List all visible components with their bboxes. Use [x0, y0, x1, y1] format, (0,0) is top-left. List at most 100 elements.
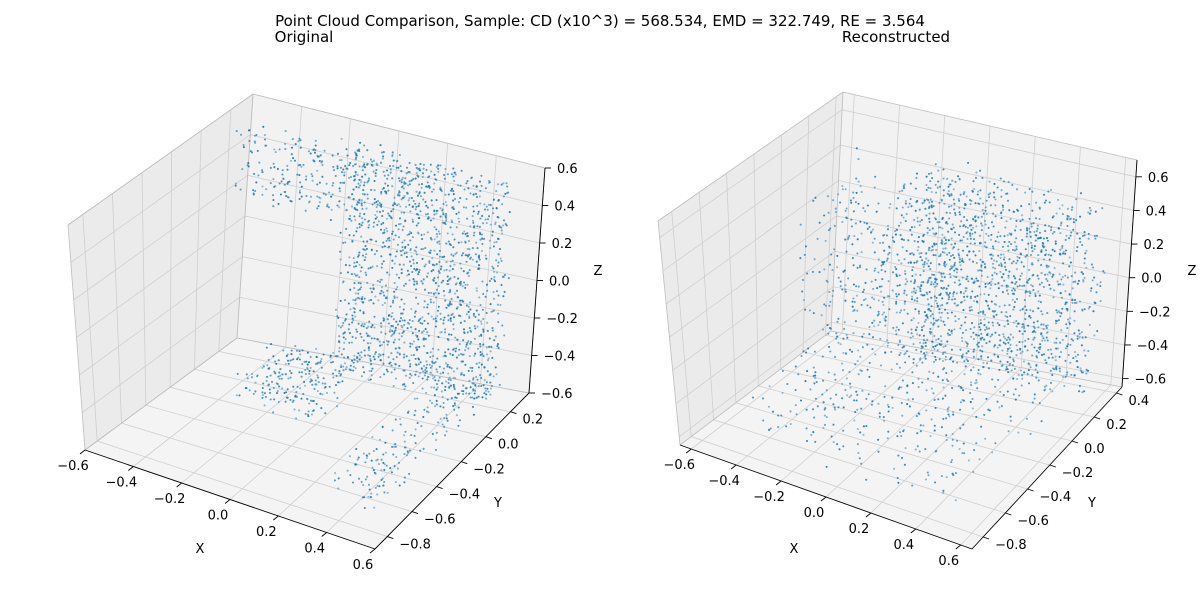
scatter-point: [444, 200, 447, 204]
scatter-point: [362, 189, 365, 192]
scatter-point: [972, 218, 975, 221]
scatter-point: [413, 267, 416, 270]
scatter-point: [402, 187, 405, 190]
scatter-point: [496, 183, 500, 186]
scatter-point: [394, 377, 398, 380]
scatter-point: [417, 338, 420, 341]
scatter-point: [387, 340, 390, 343]
scatter-point: [912, 361, 915, 364]
scatter-point: [432, 188, 435, 191]
scatter-point: [927, 265, 930, 268]
scatter-point: [419, 169, 422, 172]
scatter-point: [276, 383, 279, 386]
scatter-point: [932, 392, 935, 395]
scatter-point: [357, 352, 360, 355]
scatter-point: [467, 369, 470, 372]
scatter-point: [1042, 237, 1045, 240]
scatter-point: [278, 371, 281, 374]
scatter-point: [447, 372, 450, 375]
scatter-point: [375, 162, 378, 165]
scatter-point: [356, 261, 359, 264]
scatter-point: [1029, 235, 1032, 238]
scatter-point: [1055, 347, 1058, 350]
scatter-point: [405, 166, 409, 169]
scatter-point: [414, 310, 417, 313]
scatter-point: [416, 194, 420, 197]
scatter-point: [928, 212, 931, 215]
scatter-point: [991, 324, 995, 327]
scatter-point: [382, 260, 385, 263]
scatter-point: [469, 329, 472, 332]
scatter-point: [850, 201, 853, 204]
scatter-point: [1035, 201, 1038, 204]
scatter-point: [495, 271, 499, 274]
scatter-point: [932, 212, 935, 215]
scatter-point: [1034, 292, 1037, 296]
scatter-point: [360, 324, 363, 327]
scatter-point: [979, 328, 982, 331]
scatter-point: [368, 355, 372, 358]
scatter-point: [1046, 331, 1049, 334]
scatter-point: [827, 371, 830, 374]
scatter-point: [931, 227, 934, 230]
scatter-point: [379, 354, 382, 357]
scatter-point: [939, 335, 942, 338]
scatter-point: [949, 183, 952, 186]
scatter-point: [1048, 258, 1051, 261]
scatter-point: [466, 232, 469, 235]
scatter-point: [381, 426, 384, 429]
scatter-point: [850, 350, 854, 353]
scatter-point: [427, 291, 430, 294]
scatter-point: [1024, 248, 1027, 251]
scatter-point: [969, 309, 972, 312]
scatter-point: [1027, 242, 1030, 245]
scatter-point: [286, 353, 289, 356]
scatter-point: [998, 334, 1001, 337]
scatter-point: [1015, 325, 1018, 328]
scatter-point: [962, 389, 965, 392]
scatter-point: [835, 393, 838, 396]
scatter-point: [1038, 217, 1041, 221]
scatter-point: [871, 336, 875, 339]
scatter-point: [342, 181, 346, 185]
scatter-point: [861, 335, 864, 338]
scatter-point: [366, 197, 369, 200]
scatter-point: [278, 182, 281, 185]
scatter-point: [314, 144, 317, 147]
scatter-point: [362, 248, 366, 251]
scatter-point: [1006, 390, 1009, 393]
scatter-point: [987, 304, 990, 307]
scatter-point: [1083, 262, 1086, 265]
scatter-point: [408, 472, 411, 475]
scatter-point: [786, 382, 789, 386]
scatter-point: [376, 279, 379, 283]
scatter-point: [347, 328, 350, 331]
scatter-point: [964, 316, 967, 319]
scatter-point: [974, 231, 977, 234]
scatter-point: [391, 232, 394, 235]
scatter-point: [350, 219, 353, 222]
scatter-point: [363, 193, 366, 196]
scatter-point: [436, 309, 440, 312]
scatter-point: [360, 356, 363, 359]
scatter-point: [926, 281, 929, 284]
scatter-point: [990, 221, 994, 224]
scatter-point: [422, 330, 425, 333]
scatter-point: [357, 281, 360, 284]
scatter-point: [461, 254, 464, 257]
scatter-point: [1069, 317, 1072, 320]
scatter-point: [1001, 206, 1005, 209]
scatter-point: [447, 304, 450, 308]
scatter-point: [912, 265, 915, 269]
scatter-point: [1014, 398, 1017, 401]
scatter-point: [375, 216, 378, 219]
scatter-point: [313, 159, 316, 163]
scatter-point: [437, 170, 440, 173]
scatter-point: [469, 301, 472, 304]
scatter-point: [917, 321, 920, 325]
scatter-point: [937, 169, 940, 172]
scatter-point: [984, 223, 987, 226]
scatter-point: [339, 272, 342, 275]
scatter-point: [357, 322, 360, 325]
scatter-point: [994, 204, 997, 207]
